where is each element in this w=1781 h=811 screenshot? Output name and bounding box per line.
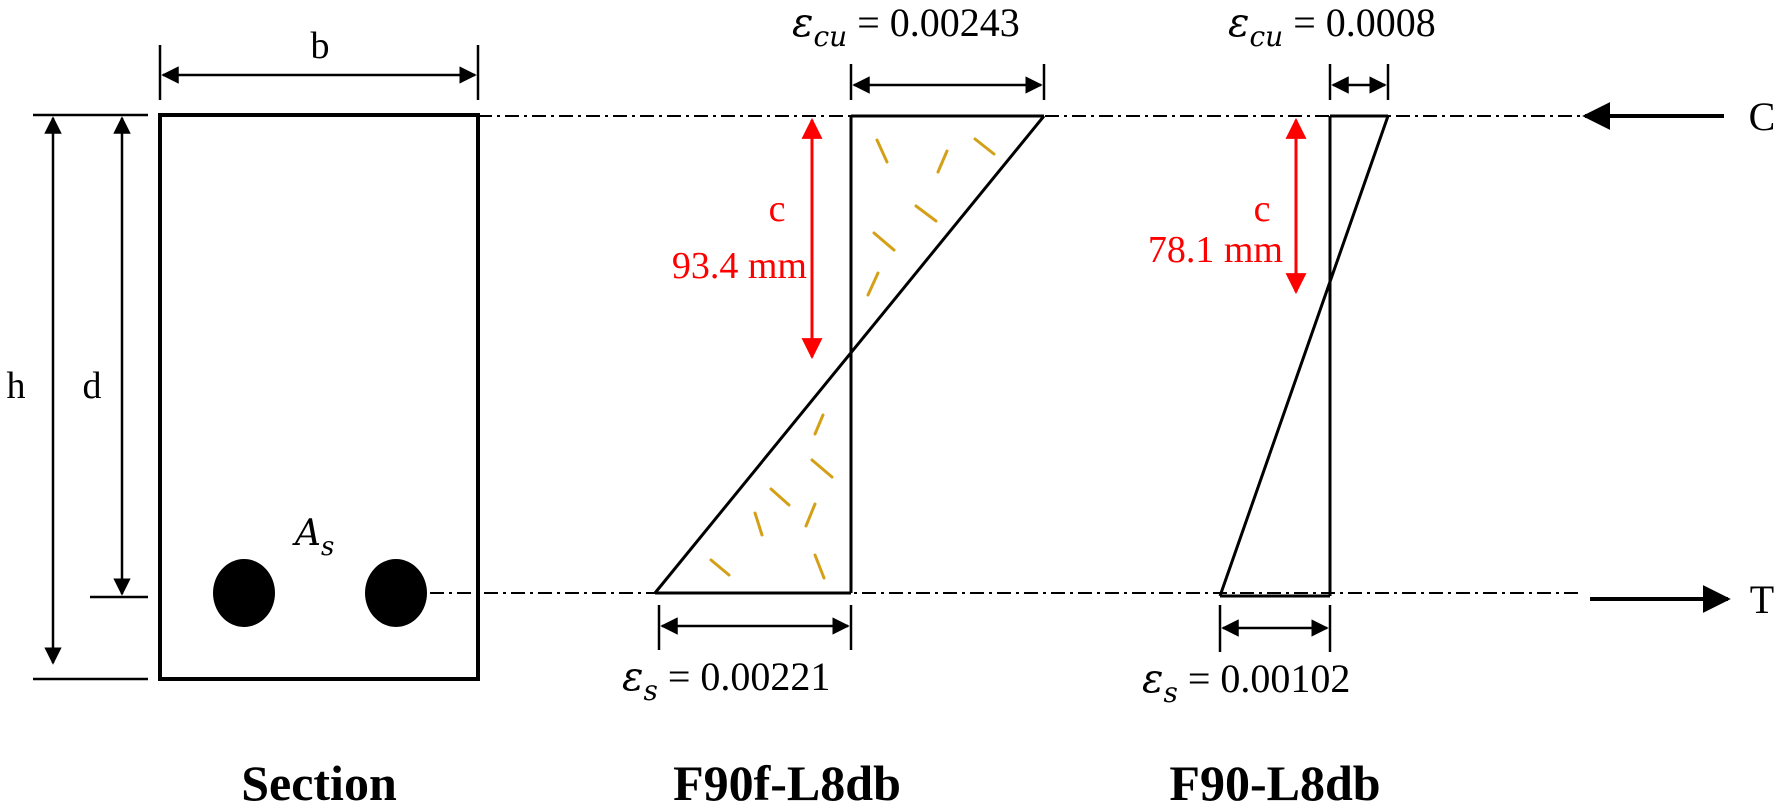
width-label: b bbox=[311, 25, 330, 67]
diagram2-caption: F90-L8db bbox=[1169, 755, 1380, 811]
rebar-right bbox=[365, 559, 427, 627]
diagram2-c-value: 78.1 mm bbox=[1148, 229, 1283, 271]
tension-force-label: T bbox=[1750, 577, 1774, 622]
section-caption: Section bbox=[241, 755, 397, 811]
diagram2-c-label: c bbox=[1254, 188, 1271, 230]
strain-diagram-f90: εcu = 0.0008 εs = 0.00102 c 78.1 mm F90-L8… bbox=[1142, 0, 1436, 811]
diagram1-top-strain-label: εcu = 0.00243 bbox=[792, 0, 1020, 53]
diagram1-c-label: c bbox=[769, 188, 786, 230]
force-arrows: C T bbox=[1582, 94, 1776, 622]
diagram1-bottom-strain-label: εs = 0.00221 bbox=[622, 654, 830, 707]
depth-label: d bbox=[83, 365, 102, 407]
diagram2-top-strain-label: εcu = 0.0008 bbox=[1228, 0, 1436, 53]
rebar-left bbox=[213, 559, 275, 627]
section-outline bbox=[158, 113, 480, 681]
strain-diagram-f90f: εcu = 0.00243 εs = 0.00221 c 93.4 mm F90f-… bbox=[622, 0, 1046, 811]
steel-area-label: As bbox=[292, 513, 334, 562]
fiber-hatch-marks bbox=[709, 137, 996, 580]
diagram1-strain-profile bbox=[653, 115, 1046, 594]
diagram2-strain-profile bbox=[1218, 115, 1390, 597]
height-label: h bbox=[7, 365, 26, 407]
compression-force-label: C bbox=[1749, 94, 1776, 139]
cross-section: b h d As Section bbox=[7, 25, 480, 811]
diagram2-bottom-strain-label: εs = 0.00102 bbox=[1142, 656, 1350, 709]
diagram1-c-value: 93.4 mm bbox=[672, 245, 807, 287]
diagram1-caption: F90f-L8db bbox=[673, 755, 901, 811]
